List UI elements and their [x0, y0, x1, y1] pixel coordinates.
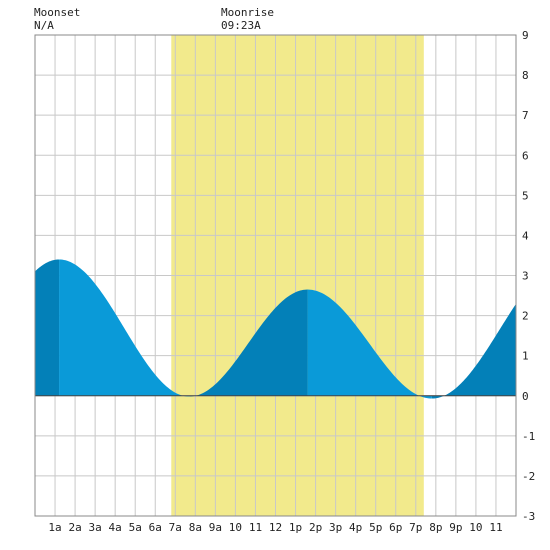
x-tick-label: 4p — [349, 521, 362, 534]
x-tick-label: 4a — [109, 521, 122, 534]
tide-segment-falling — [59, 259, 190, 397]
y-tick-label: -3 — [522, 510, 535, 523]
moonrise-label: Moonrise — [221, 6, 274, 19]
x-tick-label: 10 — [469, 521, 482, 534]
x-tick-label: 11 — [249, 521, 262, 534]
y-tick-label: 6 — [522, 149, 529, 162]
y-tick-label: 0 — [522, 390, 529, 403]
x-tick-label: 11 — [489, 521, 502, 534]
x-tick-label: 9a — [209, 521, 222, 534]
x-tick-label: 8p — [429, 521, 442, 534]
tide-segment-rising — [431, 303, 516, 399]
x-tick-label: 7p — [409, 521, 422, 534]
moonrise-value: 09:23A — [221, 19, 261, 32]
x-tick-label: 5a — [129, 521, 142, 534]
x-tick-label: 1p — [289, 521, 302, 534]
y-tick-label: 1 — [522, 350, 529, 363]
x-tick-label: 8a — [189, 521, 202, 534]
x-tick-label: 7a — [169, 521, 182, 534]
y-tick-label: 2 — [522, 310, 529, 323]
x-tick-label: 1a — [48, 521, 61, 534]
x-tick-label: 9p — [449, 521, 462, 534]
y-tick-label: -2 — [522, 470, 535, 483]
y-tick-label: 4 — [522, 229, 529, 242]
plot-border — [34, 34, 517, 517]
moonset-value: N/A — [34, 19, 54, 32]
x-tick-label: 12 — [269, 521, 282, 534]
tide-segment-rising — [189, 289, 308, 397]
tide-segment-rising — [35, 259, 60, 396]
y-tick-label: 5 — [522, 189, 529, 202]
x-tick-label: 5p — [369, 521, 382, 534]
x-tick-label: 3p — [329, 521, 342, 534]
x-tick-label: 6a — [149, 521, 162, 534]
x-tick-label: 6p — [389, 521, 402, 534]
y-tick-label: 9 — [522, 29, 529, 42]
y-tick-label: 8 — [522, 69, 529, 82]
x-tick-label: 2p — [309, 521, 322, 534]
y-tick-label: 3 — [522, 270, 529, 283]
y-tick-label: -1 — [522, 430, 535, 443]
x-tick-label: 2a — [68, 521, 81, 534]
moonset-label: Moonset — [34, 6, 80, 19]
tide-segment-falling — [307, 289, 432, 399]
y-tick-label: 7 — [522, 109, 529, 122]
x-tick-label: 10 — [229, 521, 242, 534]
x-tick-label: 3a — [89, 521, 102, 534]
